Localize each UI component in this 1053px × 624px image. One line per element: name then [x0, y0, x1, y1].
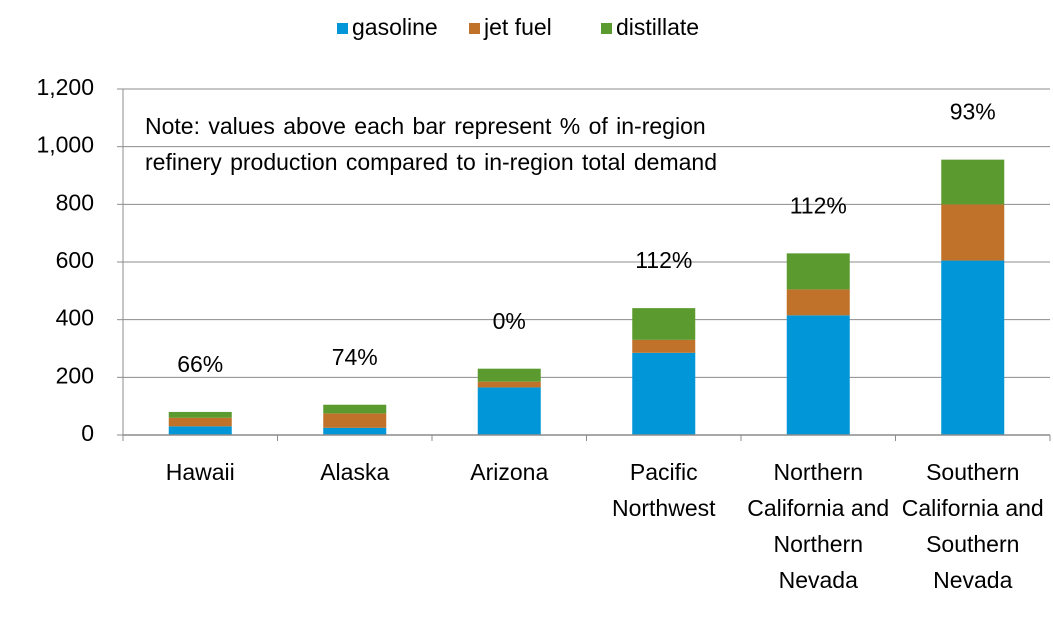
- bar-segment: [477, 381, 541, 388]
- bar-label: 93%: [950, 99, 996, 125]
- bar-label: 74%: [332, 344, 378, 370]
- bar-label: 66%: [177, 351, 223, 377]
- legend-label: distillate: [616, 14, 699, 40]
- y-tick-label: 400: [56, 305, 94, 331]
- bar-segment: [786, 289, 850, 316]
- y-tick-label: 0: [81, 420, 94, 446]
- x-tick-label: Pacific Northwest: [611, 459, 716, 521]
- bar-segment: [168, 426, 232, 435]
- legend-label: gasoline: [352, 14, 438, 40]
- bar-segment: [786, 315, 850, 435]
- y-tick-label: 1,000: [36, 132, 94, 158]
- x-tick-label: Arizona: [470, 459, 549, 485]
- bar-label: 0%: [493, 308, 526, 334]
- bar-label: 112%: [635, 247, 692, 273]
- legend-swatch: [601, 23, 612, 34]
- x-tick-label: Southern California and Southern Nevada: [901, 459, 1044, 593]
- bar-label: 112%: [790, 192, 847, 218]
- y-tick-label: 200: [56, 362, 94, 388]
- bar-segment: [323, 404, 387, 414]
- bar-segment: [941, 204, 1005, 261]
- legend-label: jet fuel: [483, 14, 552, 40]
- bar-segment: [632, 352, 696, 435]
- bar-segment: [477, 387, 541, 435]
- bar-segment: [632, 308, 696, 340]
- legend-swatch: [469, 23, 480, 34]
- x-tick-label: Alaska: [320, 459, 390, 485]
- bar-segment: [323, 427, 387, 435]
- legend-swatch: [337, 23, 348, 34]
- bar-segment: [632, 339, 696, 353]
- y-tick-label: 800: [56, 189, 94, 215]
- bar-segment: [168, 417, 232, 427]
- bar-segment: [323, 413, 387, 428]
- y-tick-label: 1,200: [36, 74, 94, 100]
- x-tick-label: Hawaii: [165, 459, 235, 485]
- bar-segment: [168, 411, 232, 418]
- y-tick-label: 600: [56, 247, 94, 273]
- bar-segment: [477, 368, 541, 382]
- x-tick-label: Northern California and Northern Nevada: [747, 459, 890, 593]
- bar-segment: [941, 159, 1005, 205]
- bar-segment: [941, 260, 1005, 435]
- bar-segment: [786, 253, 850, 290]
- note: Note: values above each bar represent % …: [145, 113, 717, 175]
